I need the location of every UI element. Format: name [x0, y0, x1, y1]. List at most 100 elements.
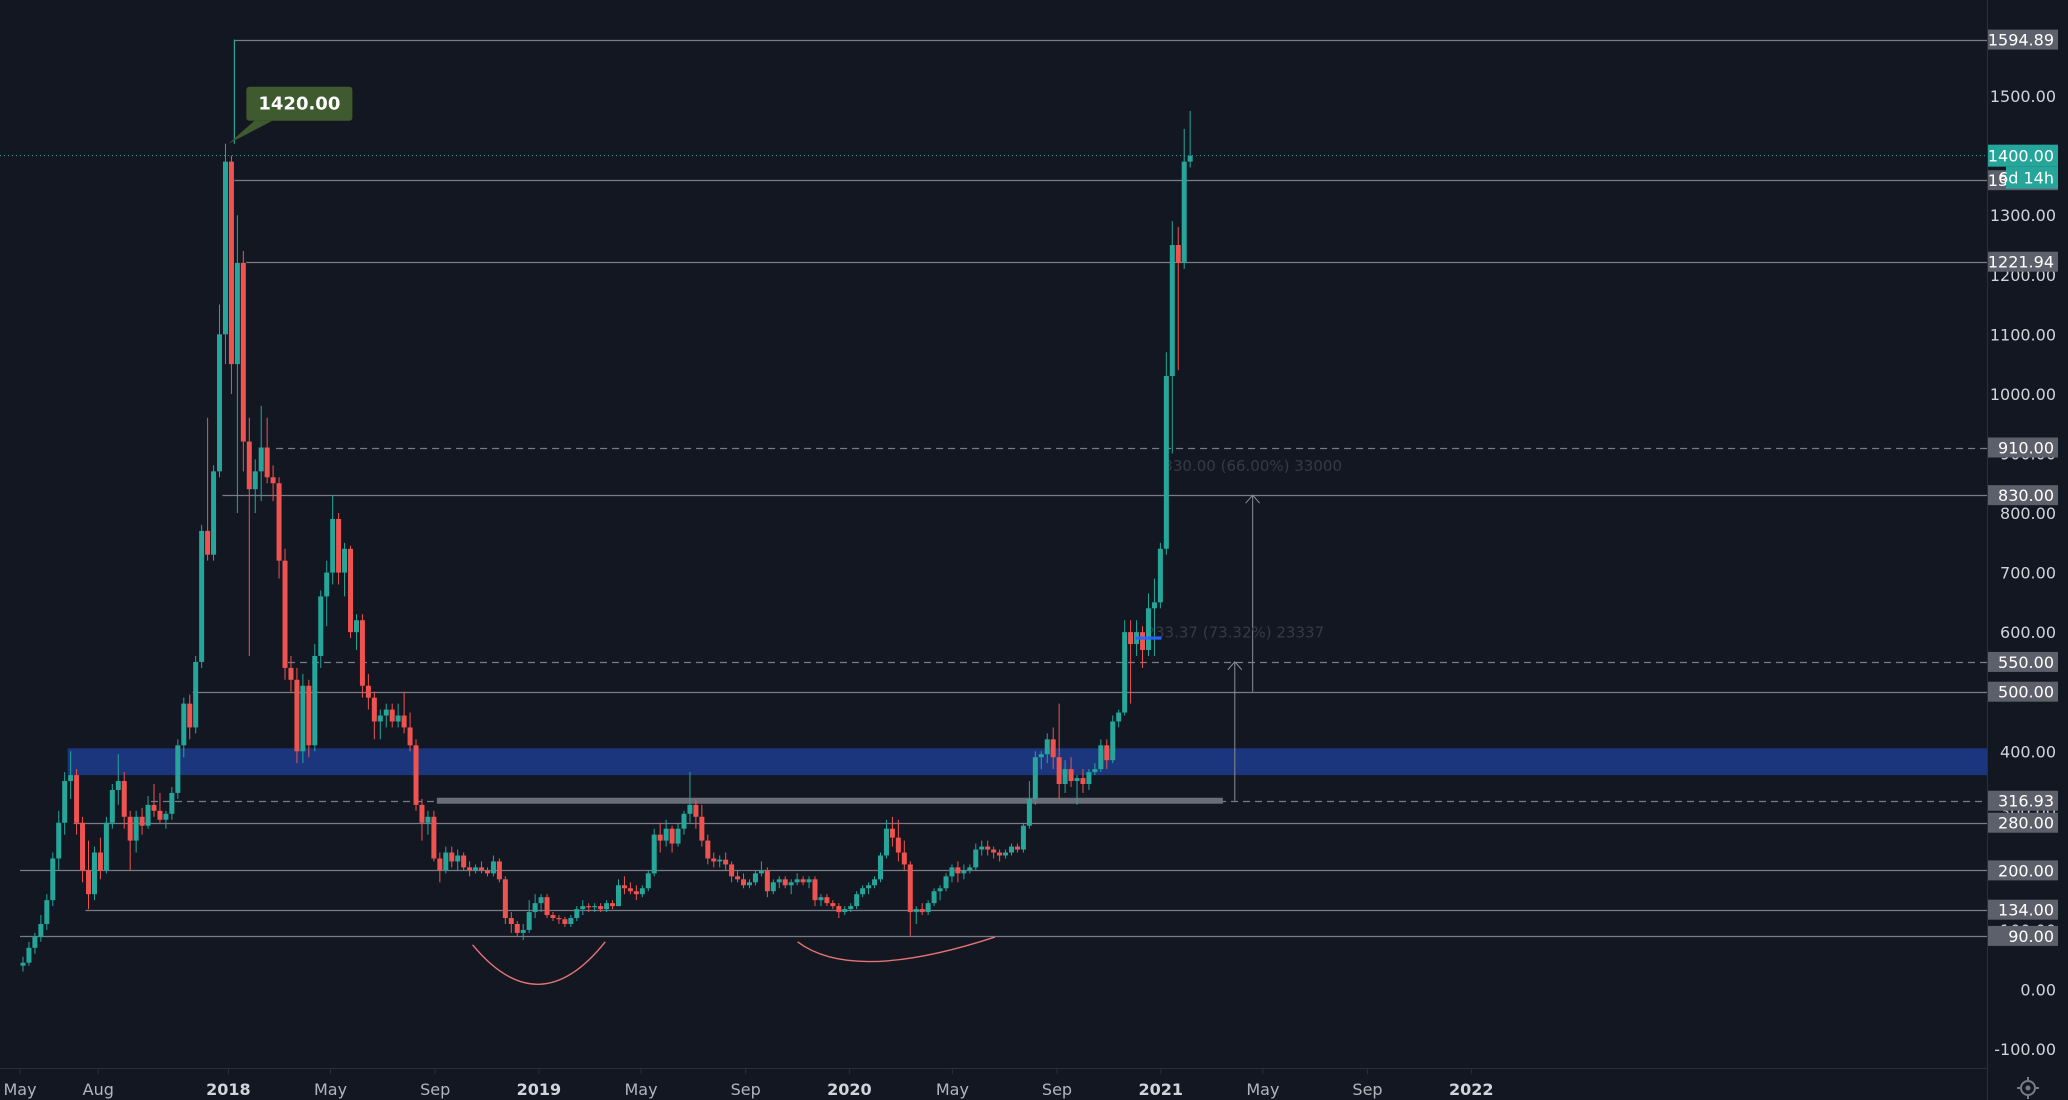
candle-body	[163, 813, 169, 820]
candle-body	[502, 879, 508, 919]
candle-body	[1175, 245, 1181, 263]
level-badge-label: 550.00	[1998, 653, 2054, 672]
measure-arrowhead-icon	[1227, 660, 1243, 671]
candle-body	[449, 852, 455, 862]
candle-body	[598, 906, 604, 910]
candle-body	[520, 929, 526, 933]
support-zone-layer	[67, 748, 1989, 776]
candle-body	[103, 822, 109, 871]
last-price-badge	[1988, 144, 2058, 167]
candle-body	[842, 909, 848, 913]
candle-body	[1145, 608, 1151, 651]
candle-body	[1074, 778, 1080, 782]
candle-body	[741, 879, 747, 886]
candle-body	[1086, 772, 1092, 785]
candle-body	[318, 596, 324, 656]
candle-body	[437, 858, 443, 871]
price-tick-label: 1500.00	[1990, 87, 2056, 106]
countdown-label: 6d 14h	[1998, 169, 2054, 188]
candle-body	[389, 709, 395, 722]
candle-body	[1122, 632, 1128, 713]
candle-body	[252, 471, 258, 490]
candle-body	[913, 909, 919, 913]
support-zone	[67, 748, 1989, 776]
level-badge-label: 910.00	[1998, 439, 2054, 458]
candle-body	[633, 891, 639, 895]
callout-label: 1420.00	[258, 94, 340, 115]
candle-body	[228, 161, 234, 365]
candle-body	[699, 816, 705, 841]
candle-body	[181, 703, 187, 746]
candle-body	[860, 888, 866, 895]
candle-body	[121, 781, 127, 817]
candle-body	[365, 685, 371, 698]
level-badge-label: 280.00	[1998, 814, 2054, 833]
candle-body	[199, 530, 205, 662]
time-axis[interactable]: May Aug 2018 May Sep 2019 May Sep 2020 May Sep 2021…	[3, 1068, 1494, 1099]
candle-body	[782, 879, 788, 886]
candle-body	[1163, 376, 1169, 549]
candle-body	[1140, 632, 1146, 651]
candle-body	[1104, 745, 1110, 761]
candle-body	[556, 918, 562, 920]
measure-label: 330.00 (66.00%) 33000	[1163, 457, 1342, 475]
range-bar	[436, 797, 1223, 804]
candle-body	[294, 679, 300, 752]
candle-body	[276, 483, 282, 561]
candle-body	[1032, 757, 1038, 799]
candle-body	[681, 813, 687, 829]
candle-body	[1098, 745, 1104, 770]
candle-body	[490, 861, 496, 874]
drawings-layer: 330.00 (66.00%) 33000 233.37 (73.32%) 233…	[436, 457, 1342, 985]
price-tick-label: 1100.00	[1990, 325, 2056, 344]
candle-body	[68, 775, 74, 782]
measure-label: 233.37 (73.32%) 23337	[1145, 624, 1324, 642]
candle-body	[806, 879, 812, 883]
price-tick-label: 0.00	[2020, 981, 2056, 1000]
candle-body	[687, 804, 693, 814]
candle-body	[431, 816, 437, 859]
level-badge	[1988, 251, 2058, 272]
candle-body	[592, 906, 598, 908]
candle-body	[97, 852, 103, 871]
price-badges: 1594.891358.821221.94910.00830.00550.005…	[1988, 29, 2058, 946]
candle-body	[532, 903, 538, 913]
bottom-curve	[797, 936, 996, 963]
candle-body	[50, 858, 56, 901]
candle-body	[258, 447, 264, 472]
countdown-badge	[2006, 166, 2058, 189]
level-badge-label: 134.00	[1998, 901, 2054, 920]
candle-body	[514, 923, 520, 933]
candle-body	[324, 572, 330, 597]
candle-body	[985, 846, 991, 850]
candle-body	[979, 846, 985, 850]
time-tick-label: 2019	[517, 1080, 562, 1099]
price-tick-label: 700.00	[2000, 564, 2056, 583]
candle-body	[907, 864, 913, 913]
candle-body	[764, 870, 770, 892]
candle-body	[937, 888, 943, 892]
candle-body	[800, 879, 806, 883]
candle-body	[973, 849, 979, 868]
candle-body	[246, 441, 252, 490]
candle-body	[735, 876, 741, 880]
candle-body	[151, 804, 157, 811]
candle-body	[1014, 846, 1020, 850]
candle-body	[455, 855, 461, 862]
settings-gear-icon[interactable]	[2017, 1077, 2039, 1099]
candle-body	[1038, 754, 1044, 758]
candle-body	[1151, 602, 1157, 609]
level-badge	[1988, 925, 2058, 946]
price-tick-label: 1000.00	[1990, 385, 2056, 404]
candle-body	[371, 697, 377, 722]
time-tick-label: 2020	[827, 1080, 872, 1099]
candle-body	[604, 903, 610, 910]
candle-body	[586, 906, 592, 908]
candle-body	[496, 861, 502, 880]
candle-body	[758, 870, 764, 874]
candle-body	[264, 447, 270, 478]
candle-body	[270, 477, 276, 484]
candle-body	[484, 870, 490, 874]
